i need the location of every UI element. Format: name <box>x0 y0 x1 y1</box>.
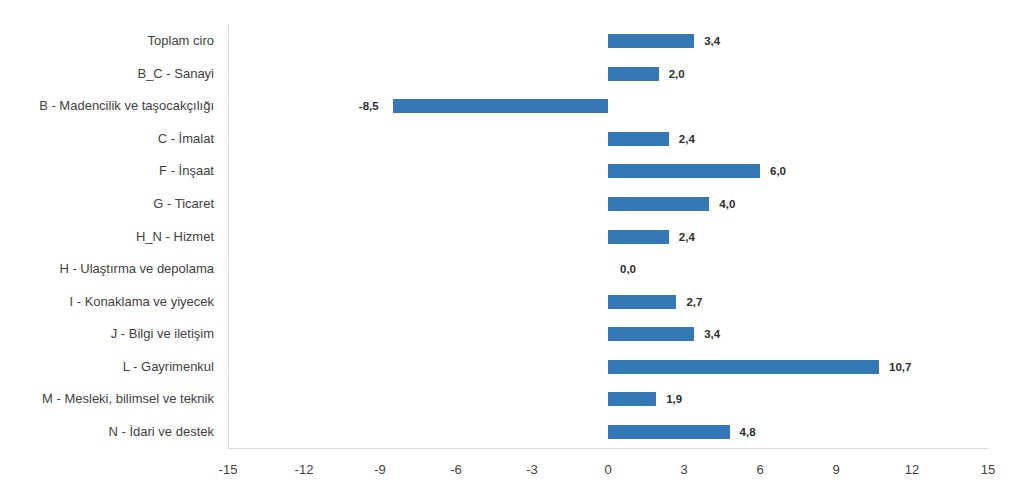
value-label: 3,4 <box>704 327 720 341</box>
category-label: L - Gayrimenkul <box>0 359 214 375</box>
x-tick-label: 0 <box>584 462 632 478</box>
category-label: B - Madencilik ve taşocakçılığı <box>0 98 214 114</box>
category-label: H - Ulaştırma ve depolama <box>0 261 214 277</box>
bar <box>608 197 709 211</box>
x-tick-label: 6 <box>736 462 784 478</box>
bar <box>608 295 676 309</box>
bar <box>608 425 730 439</box>
horizontal-bar-chart: Toplam ciro 3,4 B_C - Sanayi 2,0 B - Madenci… <box>0 0 1024 491</box>
value-label: 0,0 <box>620 262 636 276</box>
category-label: F - İnşaat <box>0 163 214 179</box>
x-tick-label: -9 <box>356 462 404 478</box>
x-tick-label: -3 <box>508 462 556 478</box>
value-label: 3,4 <box>704 34 720 48</box>
bar <box>608 164 760 178</box>
category-label: J - Bilgi ve iletişim <box>0 326 214 342</box>
value-label: -8,5 <box>319 99 379 113</box>
value-label: 2,4 <box>679 230 695 244</box>
plot-left-border <box>228 25 229 448</box>
category-label: H_N - Hizmet <box>0 229 214 245</box>
value-label: 1,9 <box>666 392 682 406</box>
value-label: 2,4 <box>679 132 695 146</box>
category-label: M - Mesleki, bilimsel ve teknik <box>0 391 214 407</box>
x-tick-label: 15 <box>964 462 1012 478</box>
x-tick-label: -12 <box>280 462 328 478</box>
category-label: N - İdari ve destek <box>0 424 214 440</box>
category-label: Toplam ciro <box>0 33 214 49</box>
bar <box>608 327 694 341</box>
category-label: G - Ticaret <box>0 196 214 212</box>
bar <box>608 132 669 146</box>
x-tick-label: -6 <box>432 462 480 478</box>
bar <box>608 360 879 374</box>
x-axis-line <box>228 448 988 449</box>
value-label: 10,7 <box>889 360 911 374</box>
value-label: 2,7 <box>686 295 702 309</box>
bar <box>608 230 669 244</box>
category-label: C - İmalat <box>0 131 214 147</box>
x-tick-label: 12 <box>888 462 936 478</box>
bar <box>393 99 608 113</box>
x-tick-label: 9 <box>812 462 860 478</box>
category-label: I - Konaklama ve yiyecek <box>0 294 214 310</box>
category-label: B_C - Sanayi <box>0 66 214 82</box>
bar <box>608 392 656 406</box>
bar <box>608 34 694 48</box>
bar <box>608 67 659 81</box>
value-label: 6,0 <box>770 164 786 178</box>
x-tick-label: 3 <box>660 462 708 478</box>
x-tick-label: -15 <box>204 462 252 478</box>
value-label: 4,8 <box>740 425 756 439</box>
value-label: 4,0 <box>719 197 735 211</box>
value-label: 2,0 <box>669 67 685 81</box>
